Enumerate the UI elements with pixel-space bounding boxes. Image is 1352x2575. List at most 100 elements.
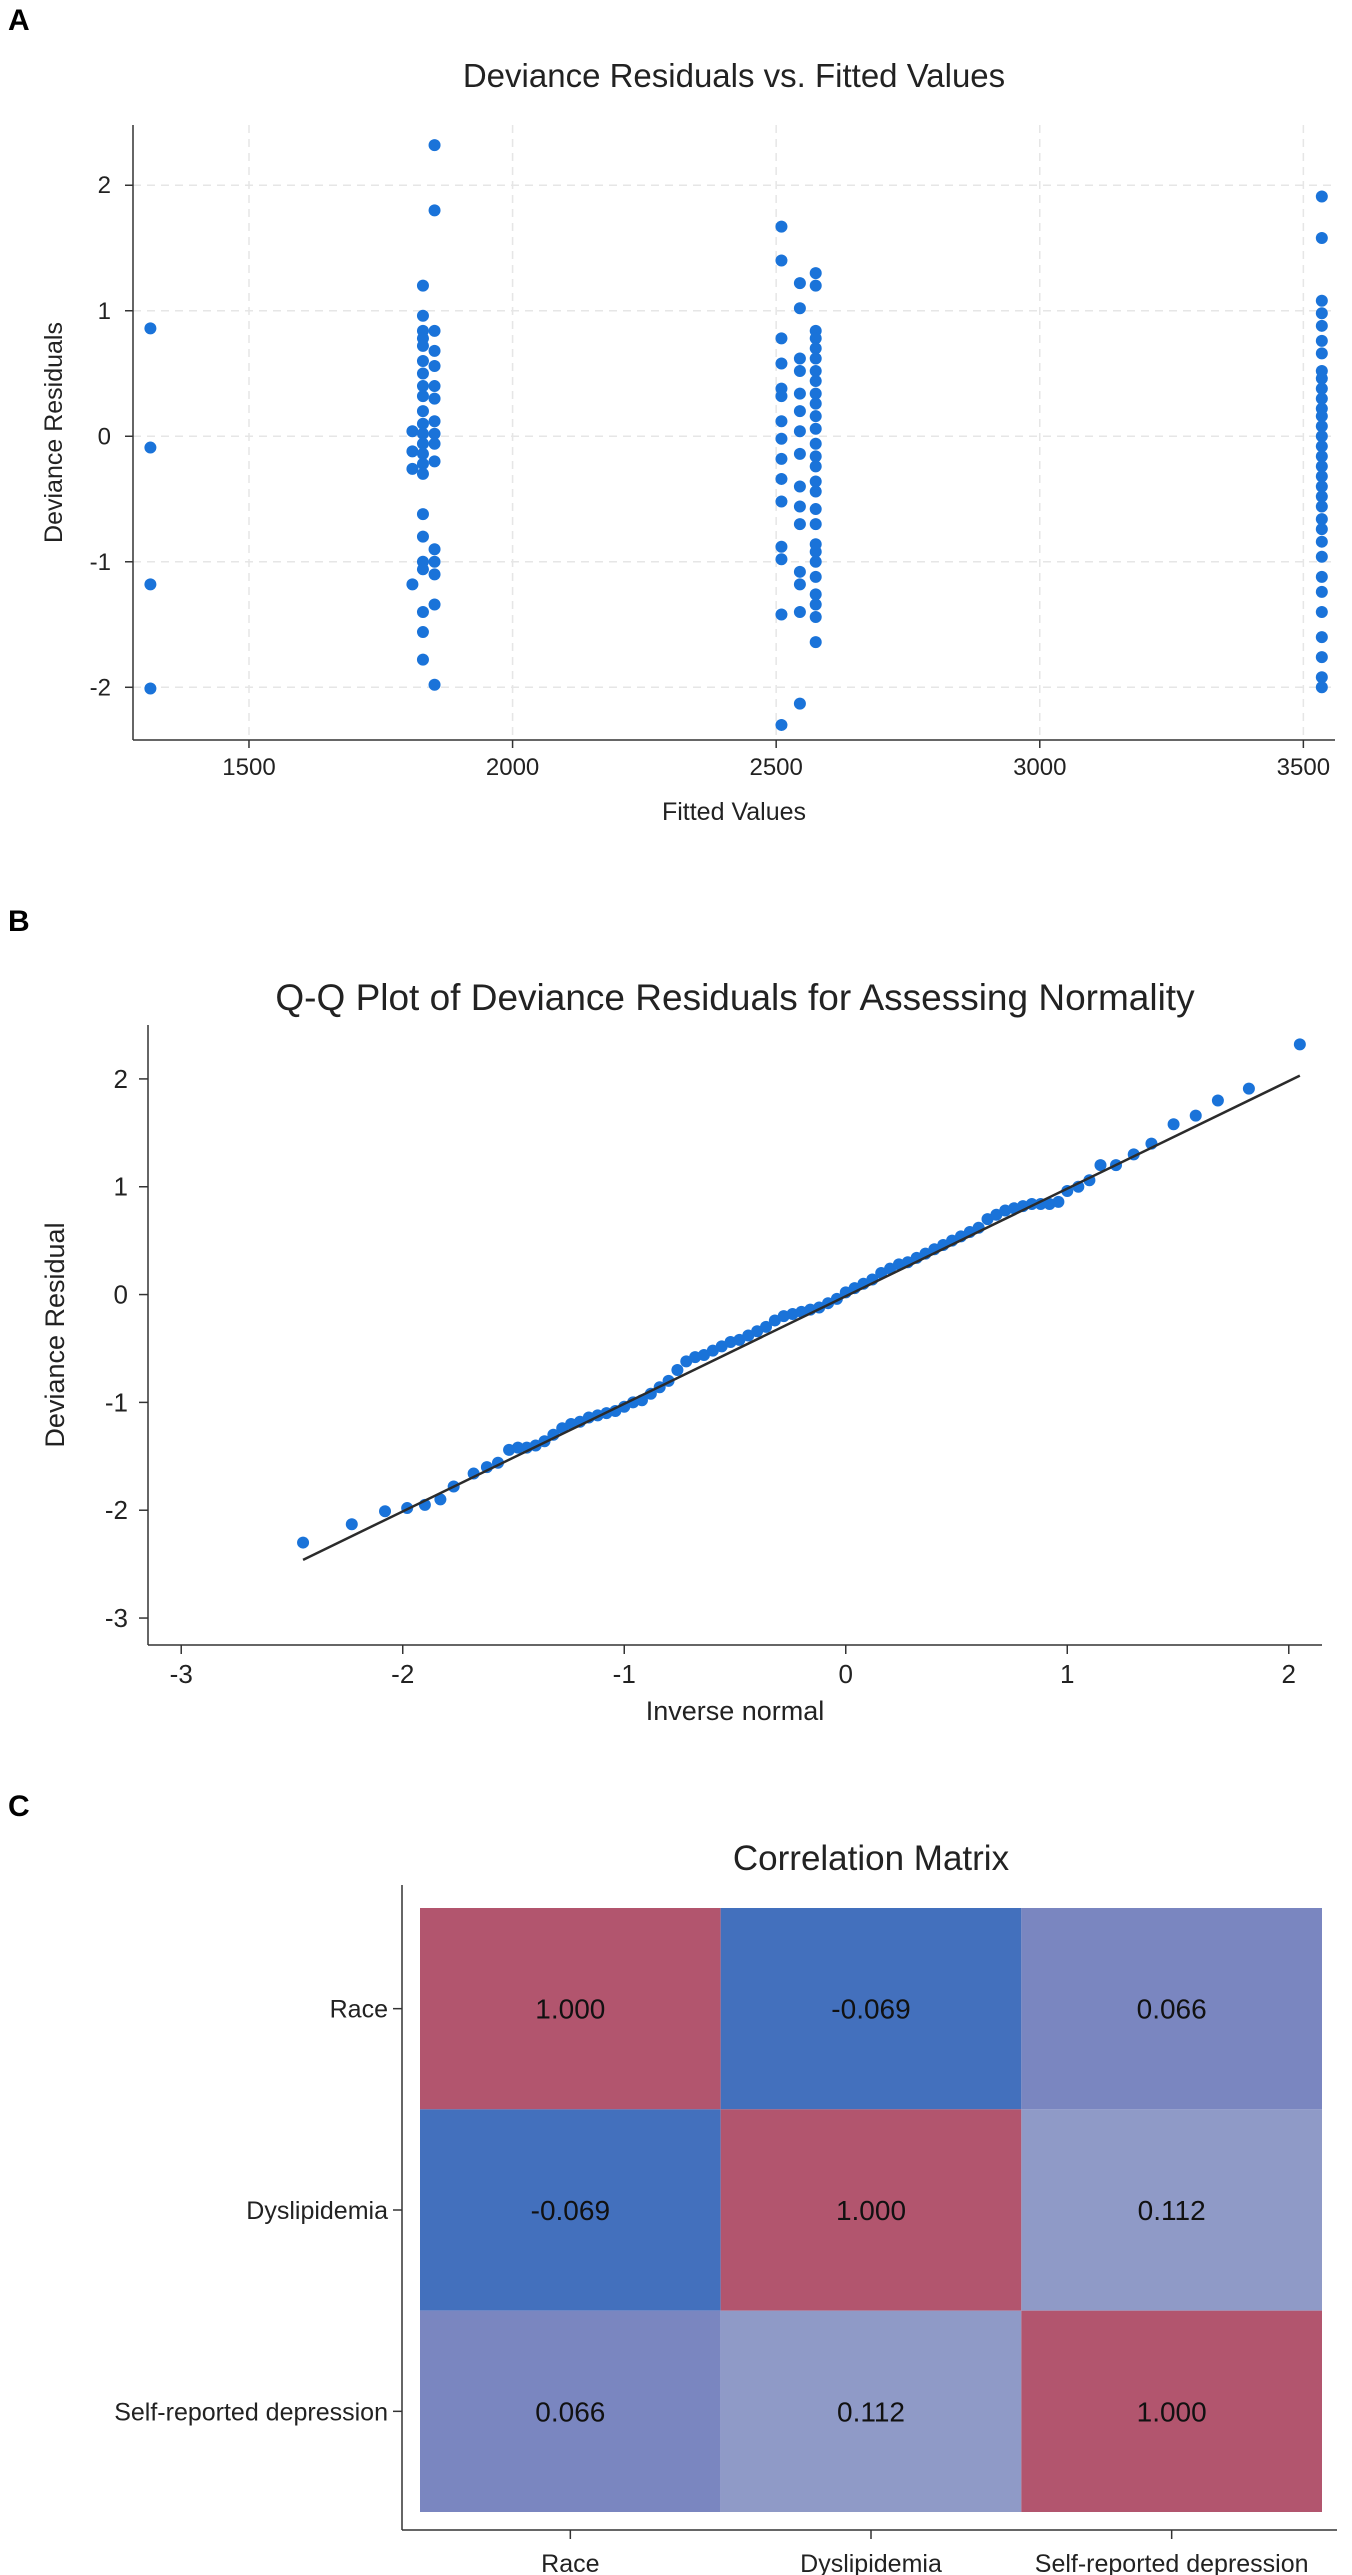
column-label: Race <box>541 2550 599 2575</box>
data-point <box>793 447 806 460</box>
cell-value-label: 0.066 <box>1137 1994 1207 2025</box>
data-point <box>416 339 429 352</box>
data-point <box>1315 500 1328 513</box>
data-point <box>416 309 429 322</box>
data-point <box>428 324 441 337</box>
data-point <box>1315 523 1328 536</box>
data-point <box>990 1208 1003 1221</box>
data-point <box>1315 440 1328 453</box>
y-tick-label: -2 <box>90 674 111 701</box>
data-point <box>406 462 419 475</box>
data-point <box>775 432 788 445</box>
data-point <box>416 467 429 480</box>
data-point <box>809 279 822 292</box>
y-tick-label: -1 <box>105 1387 128 1417</box>
chart-title: Correlation Matrix <box>733 1839 1010 1878</box>
data-point <box>751 1325 764 1338</box>
data-point <box>428 415 441 428</box>
cell-value-label: -0.069 <box>531 2195 610 2226</box>
y-tick-label: -1 <box>90 549 111 576</box>
data-point <box>1315 450 1328 463</box>
data-point <box>742 1329 755 1342</box>
row-label: Self-reported depression <box>114 2398 388 2426</box>
data-point <box>416 437 429 450</box>
heatmap-cell <box>1021 2310 1322 2512</box>
data-point <box>775 220 788 233</box>
data-point <box>1315 535 1328 548</box>
data-point <box>1315 420 1328 433</box>
data-point <box>809 485 822 498</box>
data-point <box>715 1340 728 1353</box>
data-point <box>144 578 157 591</box>
y-tick-label: 0 <box>98 423 111 450</box>
data-point <box>671 1364 684 1377</box>
data-point <box>428 555 441 568</box>
data-point <box>406 425 419 438</box>
heatmap-cell <box>1021 1908 1322 2110</box>
panel-label-b: B <box>8 905 30 938</box>
data-point <box>793 565 806 578</box>
data-point <box>809 545 822 558</box>
x-tick-label: -3 <box>170 1659 193 1689</box>
data-point <box>775 332 788 345</box>
data-point <box>416 367 429 380</box>
data-point <box>809 518 822 531</box>
data-point <box>416 605 429 618</box>
data-point <box>428 678 441 691</box>
heatmap-cell <box>720 2109 1022 2311</box>
data-point <box>793 425 806 438</box>
data-point <box>428 139 441 152</box>
panel-label-c: C <box>8 1790 30 1823</box>
data-point <box>379 1505 392 1518</box>
data-point <box>809 387 822 400</box>
data-point <box>793 277 806 290</box>
data-point <box>809 375 822 388</box>
qq-plot-chart: Q-Q Plot of Deviance Residuals for Asses… <box>40 977 1322 1726</box>
data-point <box>1315 570 1328 583</box>
x-tick-label: 3000 <box>1013 754 1066 781</box>
x-tick-label: -1 <box>613 1659 636 1689</box>
x-tick-label: 1500 <box>222 754 275 781</box>
data-point <box>775 254 788 267</box>
heatmap-cell <box>420 2109 721 2311</box>
cell-value-label: 0.066 <box>535 2396 605 2427</box>
data-point <box>144 441 157 454</box>
data-point <box>1315 372 1328 385</box>
data-point <box>809 342 822 355</box>
data-point <box>416 405 429 418</box>
heatmap-cell <box>720 2310 1022 2512</box>
data-point <box>760 1320 773 1333</box>
data-point <box>1189 1109 1202 1122</box>
data-point <box>428 427 441 440</box>
cell-value-label: 0.112 <box>1138 2195 1206 2226</box>
data-point <box>1315 651 1328 664</box>
data-point <box>434 1493 447 1506</box>
data-point <box>406 578 419 591</box>
cell-value-label: 0.112 <box>837 2396 905 2427</box>
x-tick-label: 1 <box>1060 1659 1074 1689</box>
data-point <box>1315 681 1328 694</box>
data-point <box>428 392 441 405</box>
data-point <box>416 563 429 576</box>
data-point <box>144 682 157 695</box>
data-point <box>1315 319 1328 332</box>
chart-title: Deviance Residuals vs. Fitted Values <box>463 57 1005 94</box>
data-point <box>793 352 806 365</box>
data-point <box>1315 190 1328 203</box>
data-point <box>775 495 788 508</box>
data-point <box>775 415 788 428</box>
data-point <box>1315 334 1328 347</box>
data-point <box>884 1262 897 1275</box>
data-point <box>416 380 429 393</box>
cell-value-label: -0.069 <box>831 1994 910 2025</box>
data-point <box>1315 513 1328 526</box>
heatmap-cell <box>420 1908 721 2110</box>
data-point <box>793 697 806 710</box>
data-point <box>809 588 822 601</box>
y-axis-label: Deviance Residuals <box>40 322 68 543</box>
residuals-vs-fitted-chart: Deviance Residuals vs. Fitted Values 1500… <box>40 57 1335 826</box>
data-point <box>428 359 441 372</box>
data-point <box>809 450 822 463</box>
data-point <box>416 417 429 430</box>
data-point <box>428 598 441 611</box>
